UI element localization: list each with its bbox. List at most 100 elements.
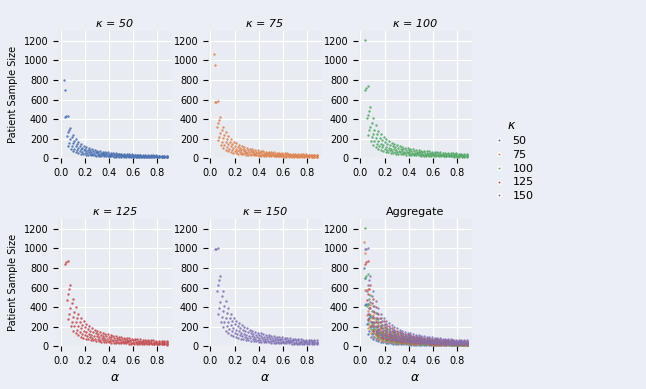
Point: [406, 152, 416, 158]
Point: [307, 154, 317, 160]
Point: [380, 336, 391, 343]
Point: [378, 330, 388, 336]
Point: [83, 336, 94, 342]
Point: [127, 337, 138, 343]
Point: [394, 334, 404, 340]
Point: [396, 339, 406, 345]
Point: [107, 336, 118, 343]
Point: [373, 128, 384, 134]
Point: [462, 342, 472, 348]
Point: [361, 321, 371, 327]
Point: [366, 138, 376, 144]
Point: [400, 339, 410, 345]
Point: [384, 335, 395, 342]
Point: [249, 334, 260, 340]
Point: [277, 336, 287, 342]
Point: [378, 333, 388, 339]
Point: [275, 151, 285, 157]
Point: [424, 335, 434, 342]
Point: [420, 337, 430, 343]
Point: [429, 342, 439, 348]
Point: [269, 340, 279, 346]
Point: [444, 153, 454, 159]
Point: [145, 152, 156, 158]
Point: [359, 239, 369, 245]
Point: [124, 151, 134, 158]
Point: [369, 323, 379, 329]
Point: [264, 335, 275, 341]
Point: [215, 114, 225, 121]
Point: [444, 342, 454, 348]
Point: [376, 131, 386, 137]
Point: [402, 338, 413, 344]
Point: [397, 332, 408, 338]
Point: [382, 141, 393, 147]
Point: [69, 309, 79, 315]
Point: [238, 148, 249, 154]
Point: [419, 335, 430, 341]
Point: [410, 338, 421, 344]
Point: [419, 341, 429, 347]
Point: [83, 147, 93, 153]
Point: [159, 342, 169, 348]
Point: [408, 340, 418, 346]
Point: [374, 326, 384, 332]
Point: [118, 153, 129, 159]
Point: [218, 324, 228, 331]
Point: [451, 338, 461, 344]
Point: [440, 337, 450, 343]
Point: [370, 144, 380, 150]
Point: [402, 338, 413, 345]
Point: [366, 322, 377, 328]
Point: [412, 337, 422, 343]
Point: [307, 341, 317, 347]
Point: [441, 340, 451, 346]
Point: [375, 337, 386, 343]
Point: [441, 339, 451, 345]
Point: [462, 342, 472, 348]
Point: [453, 339, 464, 345]
Point: [407, 340, 417, 346]
Point: [302, 341, 312, 347]
Point: [92, 328, 102, 334]
Point: [261, 149, 271, 155]
Point: [438, 340, 448, 346]
Point: [304, 151, 314, 158]
Point: [129, 341, 139, 347]
Point: [89, 333, 99, 339]
Point: [451, 151, 461, 158]
Point: [421, 338, 432, 344]
Point: [288, 152, 298, 158]
Point: [386, 329, 397, 336]
Point: [432, 335, 443, 341]
Point: [290, 151, 300, 157]
Point: [397, 336, 407, 342]
Point: [368, 303, 378, 309]
Point: [456, 341, 466, 347]
Point: [410, 150, 420, 156]
Point: [285, 335, 295, 342]
Point: [437, 336, 448, 343]
Point: [378, 325, 388, 331]
Point: [380, 328, 390, 334]
Point: [94, 334, 104, 340]
Point: [448, 340, 459, 346]
Point: [306, 152, 317, 158]
Point: [402, 150, 413, 156]
Point: [428, 151, 438, 158]
Title: Aggregate: Aggregate: [386, 207, 444, 217]
Point: [401, 335, 411, 341]
Point: [110, 153, 121, 159]
Point: [436, 342, 446, 348]
Point: [444, 341, 454, 347]
Point: [87, 335, 98, 341]
Point: [122, 152, 132, 158]
Point: [446, 341, 456, 347]
Point: [128, 338, 138, 345]
Point: [371, 326, 382, 333]
Point: [282, 336, 293, 343]
Point: [149, 341, 160, 347]
Point: [86, 152, 96, 158]
Point: [125, 337, 135, 343]
Point: [391, 147, 402, 153]
